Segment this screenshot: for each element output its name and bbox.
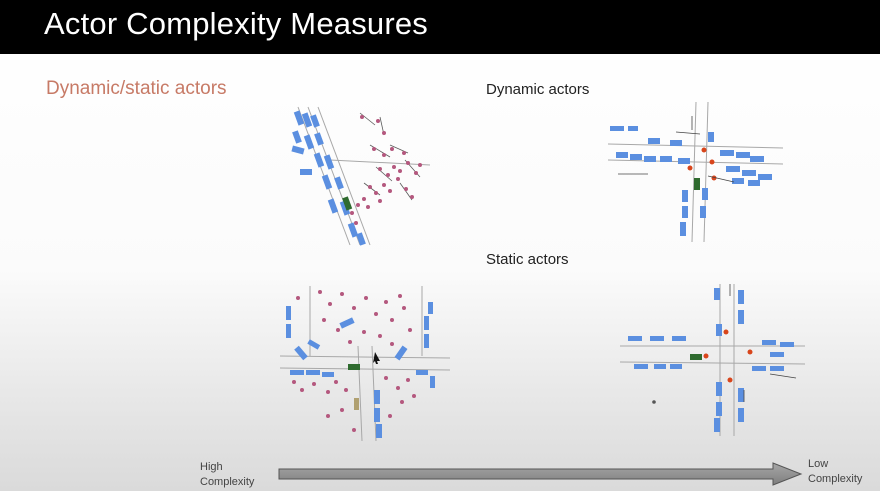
dynamic-actors-label: Dynamic actors bbox=[486, 81, 590, 98]
high-complexity-line2: Complexity bbox=[200, 476, 255, 488]
low-complexity-line1: Low bbox=[808, 458, 829, 470]
title-bar: Actor Complexity Measures bbox=[0, 0, 880, 54]
dynamic-low-complexity-scene bbox=[608, 102, 783, 242]
slide-subtitle: Dynamic/static actors bbox=[46, 78, 227, 99]
low-complexity-line2: Complexity bbox=[808, 473, 863, 485]
high-complexity-line1: High bbox=[200, 461, 223, 473]
complexity-arrow-icon bbox=[278, 462, 803, 486]
dynamic-high-complexity-scene bbox=[291, 106, 431, 246]
static-actors-label: Static actors bbox=[486, 251, 569, 268]
cursor-icon bbox=[373, 352, 380, 364]
high-complexity-label: High Complexity bbox=[200, 460, 254, 490]
low-complexity-label: Low Complexity bbox=[808, 457, 862, 487]
slide-title: Actor Complexity Measures bbox=[44, 6, 429, 41]
static-high-complexity-scene bbox=[280, 286, 450, 441]
static-low-complexity-scene bbox=[620, 284, 805, 436]
